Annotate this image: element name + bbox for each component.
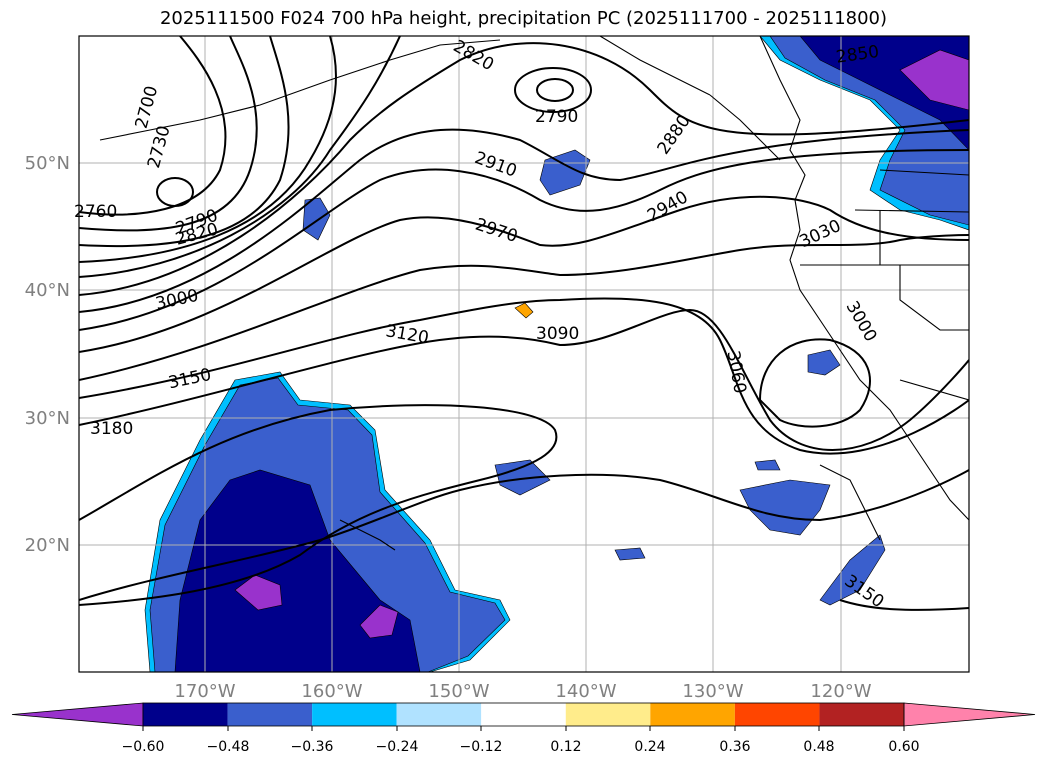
contour-low-gulf-2 <box>536 78 574 102</box>
lon-label: 120°W <box>810 681 871 702</box>
colorbar-tick-label: 0.12 <box>550 739 581 755</box>
colorbar-tick-label: −0.12 <box>460 739 503 755</box>
lat-label: 50°N <box>25 153 70 174</box>
colorbar-segment <box>312 703 397 726</box>
contour-label: 2790 <box>535 107 578 127</box>
colorbar-segment <box>481 703 566 726</box>
colorbar-tick-label: 0.36 <box>719 739 750 755</box>
colorbar-segment <box>734 703 820 726</box>
contour-label: 2760 <box>74 202 117 222</box>
colorbar-extend-low <box>11 702 144 727</box>
precip-area-small1 <box>614 547 646 561</box>
colorbar-tick-label: −0.24 <box>376 739 419 755</box>
colorbar-tick-label: 0.60 <box>888 739 919 755</box>
map-title: 2025111500 F024 700 hPa height, precipit… <box>159 8 888 29</box>
lon-label: 170°W <box>174 681 235 702</box>
precip-area-nw <box>302 197 331 241</box>
colorbar: −0.60 −0.48 −0.36 −0.24 −0.12 0.12 0.24 0.36 0.4… <box>11 702 1036 755</box>
colorbar-tick-label: −0.48 <box>207 739 250 755</box>
latitude-labels: 50°N 40°N 30°N 20°N <box>25 153 70 556</box>
colorbar-tick-label: 0.48 <box>803 739 834 755</box>
precip-area-socal <box>807 349 841 376</box>
precipitation-shading <box>144 36 969 672</box>
precip-area-baja <box>819 534 886 606</box>
colorbar-segment <box>227 703 313 726</box>
lon-label: 160°W <box>301 681 362 702</box>
colorbar-tick-label: 0.24 <box>634 739 665 755</box>
colorbar-tick-label: −0.36 <box>291 739 334 755</box>
precip-area-tropics <box>739 479 831 536</box>
precip-area-sw-max1 <box>234 574 283 611</box>
colorbar-segment <box>819 703 904 726</box>
lat-label: 20°N <box>25 535 70 556</box>
colorbar-segment <box>565 703 651 726</box>
colorbar-segment <box>143 703 228 726</box>
colorbar-segment <box>396 703 482 726</box>
colorbar-extend-high <box>903 702 1036 727</box>
precip-area-gulf <box>539 149 591 196</box>
precip-area-sw-max2 <box>359 604 399 639</box>
contour-low-gulf <box>514 67 592 113</box>
colorbar-outline <box>142 702 905 727</box>
longitude-labels: 170°W 160°W 150°W 140°W 130°W 120°W <box>174 681 871 702</box>
precip-area-small2 <box>754 459 781 471</box>
height-contours <box>79 36 969 611</box>
precip-area-sw-core <box>174 469 421 672</box>
colorbar-tick-label: −0.60 <box>122 739 165 755</box>
colorbar-segment <box>650 703 735 726</box>
lon-label: 130°W <box>682 681 743 702</box>
lat-label: 30°N <box>25 408 70 429</box>
coastlines <box>99 36 969 551</box>
precip-area-positive <box>514 302 534 319</box>
lon-label: 150°W <box>428 681 489 702</box>
lon-label: 140°W <box>555 681 616 702</box>
lat-label: 40°N <box>25 280 70 301</box>
contour-label: 3180 <box>90 419 133 439</box>
map-border <box>78 35 970 673</box>
precip-area-ne-max <box>899 49 969 111</box>
graticule <box>79 36 969 672</box>
contour-label: 3090 <box>536 324 579 344</box>
